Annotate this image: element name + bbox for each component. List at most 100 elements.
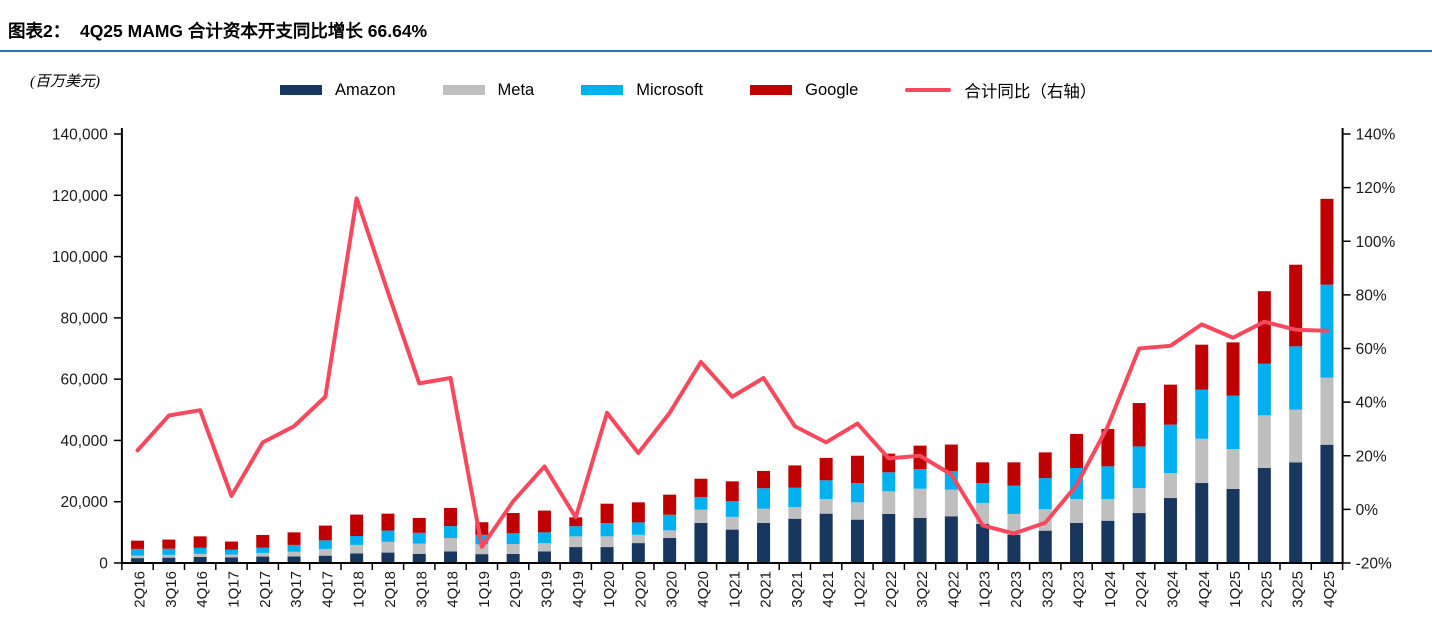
bar-segment-google-1Q23 xyxy=(976,462,990,484)
bar-segment-amazon-4Q19 xyxy=(569,547,583,563)
bar-segment-google-4Q25 xyxy=(1320,198,1334,285)
bar-segment-microsoft-2Q25 xyxy=(1257,363,1271,416)
x-axis-label-4Q23: 4Q23 xyxy=(1071,571,1088,608)
bar-segment-google-3Q25 xyxy=(1289,264,1303,347)
bar-segment-meta-4Q24 xyxy=(1195,438,1209,484)
bar-segment-amazon-1Q17 xyxy=(224,557,238,563)
bar-segment-meta-3Q18 xyxy=(412,543,426,554)
bar-segment-google-4Q24 xyxy=(1195,344,1209,390)
left-axis-label: 0 xyxy=(99,556,108,573)
bar-segment-meta-2Q24 xyxy=(1132,488,1146,514)
bar-segment-microsoft-2Q20 xyxy=(631,522,645,535)
bar-segment-meta-1Q24 xyxy=(1101,498,1115,521)
legend-label-meta: Meta xyxy=(497,80,535,99)
bar-segment-microsoft-2Q24 xyxy=(1132,446,1146,489)
bar-segment-microsoft-1Q25 xyxy=(1226,395,1240,450)
bar-segment-amazon-2Q19 xyxy=(506,553,520,563)
bar-segment-microsoft-4Q17 xyxy=(318,540,332,549)
x-axis-label-3Q25: 3Q25 xyxy=(1290,571,1307,608)
x-axis-label-3Q23: 3Q23 xyxy=(1039,571,1056,608)
bar-segment-meta-2Q19 xyxy=(506,544,520,554)
left-axis-label: 100,000 xyxy=(52,249,108,266)
google-swatch-icon xyxy=(750,85,793,95)
legend-item-google: Google xyxy=(750,81,858,100)
bar-segment-meta-4Q23 xyxy=(1070,498,1084,524)
bar-segment-amazon-2Q25 xyxy=(1257,468,1271,563)
bar-segment-microsoft-3Q20 xyxy=(663,514,677,531)
x-axis-label-4Q25: 4Q25 xyxy=(1321,571,1338,608)
bar-segment-amazon-3Q18 xyxy=(412,553,426,563)
x-axis-label-3Q19: 3Q19 xyxy=(538,571,555,608)
bar-segment-google-3Q18 xyxy=(412,517,426,533)
x-axis-label-1Q19: 1Q19 xyxy=(476,571,493,608)
bar-segment-amazon-1Q18 xyxy=(350,553,364,563)
axis-unit-label: (百万美元) xyxy=(30,74,100,90)
bar-segment-microsoft-1Q18 xyxy=(350,536,364,545)
right-axis-label: 80% xyxy=(1356,287,1387,304)
bar-segment-amazon-4Q25 xyxy=(1320,444,1334,563)
right-axis-label: 60% xyxy=(1356,341,1387,358)
bar-segment-microsoft-3Q17 xyxy=(287,544,301,552)
right-axis-label: 100% xyxy=(1356,234,1396,251)
x-axis-label-2Q23: 2Q23 xyxy=(1008,571,1025,608)
bar-segment-meta-1Q19 xyxy=(475,544,489,555)
bar-segment-microsoft-3Q24 xyxy=(1163,424,1177,474)
bar-segment-amazon-3Q19 xyxy=(537,551,551,563)
bar-segment-google-1Q25 xyxy=(1226,342,1240,396)
bar-segment-amazon-4Q22 xyxy=(944,516,958,563)
bar-segment-google-4Q22 xyxy=(944,444,958,472)
x-axis-label-2Q21: 2Q21 xyxy=(758,571,775,608)
x-axis-label-1Q24: 1Q24 xyxy=(1102,571,1119,608)
bar-segment-meta-1Q25 xyxy=(1226,449,1240,489)
amazon-swatch-icon xyxy=(280,85,322,95)
bar-segment-google-1Q20 xyxy=(600,503,614,524)
bar-segment-meta-2Q18 xyxy=(381,541,395,553)
bar-segment-google-3Q20 xyxy=(663,494,677,515)
right-axis-label: -20% xyxy=(1356,556,1392,573)
bar-segment-amazon-4Q18 xyxy=(444,551,458,563)
x-axis-label-2Q20: 2Q20 xyxy=(632,571,649,608)
x-axis-label-4Q17: 4Q17 xyxy=(319,571,336,608)
x-axis-label-2Q25: 2Q25 xyxy=(1258,571,1275,608)
bar-segment-google-3Q19 xyxy=(537,510,551,533)
x-axis-label-4Q19: 4Q19 xyxy=(570,571,587,608)
page-title: 图表2： 4Q25 MAMG 合计资本开支同比增长 66.64% xyxy=(8,21,428,41)
bar-segment-google-4Q21 xyxy=(819,457,833,481)
legend-item-yoy-line: 合计同比（右轴） xyxy=(905,78,1096,102)
x-axis-label-4Q22: 4Q22 xyxy=(945,571,962,608)
bar-segment-microsoft-3Q19 xyxy=(537,532,551,544)
legend-item-meta: Meta xyxy=(442,80,535,100)
x-axis-label-1Q22: 1Q22 xyxy=(851,571,868,608)
legend-label-google: Google xyxy=(805,80,859,99)
bar-segment-amazon-1Q21 xyxy=(725,529,739,563)
left-axis-label: 40,000 xyxy=(60,433,108,450)
bar-segment-meta-2Q21 xyxy=(757,508,771,524)
bar-segment-google-2Q24 xyxy=(1132,403,1146,447)
x-axis-label-4Q16: 4Q16 xyxy=(194,571,211,608)
bar-segment-meta-2Q25 xyxy=(1257,415,1271,469)
bar-segment-meta-1Q22 xyxy=(850,502,864,520)
bar-segment-meta-3Q16 xyxy=(162,554,176,558)
bar-segment-amazon-3Q22 xyxy=(913,517,927,563)
bar-segment-microsoft-4Q16 xyxy=(193,547,207,554)
bar-segment-microsoft-2Q16 xyxy=(131,548,145,556)
bar-segment-meta-2Q23 xyxy=(1007,513,1021,535)
bar-segment-microsoft-2Q17 xyxy=(256,547,270,553)
bar-segment-microsoft-1Q20 xyxy=(600,523,614,537)
left-axis-label: 20,000 xyxy=(60,494,108,511)
bar-segment-amazon-3Q17 xyxy=(287,556,301,563)
bar-segment-google-4Q20 xyxy=(694,478,708,497)
bar-segment-google-3Q16 xyxy=(162,539,176,549)
bar-segment-google-1Q18 xyxy=(350,514,364,537)
bar-segment-microsoft-1Q23 xyxy=(976,483,990,503)
bar-segment-amazon-1Q20 xyxy=(600,547,614,563)
x-axis-label-2Q16: 2Q16 xyxy=(132,571,149,608)
right-axis-label: 120% xyxy=(1356,180,1396,197)
bar-segment-google-2Q16 xyxy=(131,540,145,549)
x-axis-label-4Q18: 4Q18 xyxy=(445,571,462,608)
bar-segment-google-3Q21 xyxy=(788,465,802,488)
bar-segment-microsoft-4Q21 xyxy=(819,480,833,499)
bar-segment-amazon-4Q24 xyxy=(1195,483,1209,563)
bar-segment-meta-3Q19 xyxy=(537,543,551,552)
